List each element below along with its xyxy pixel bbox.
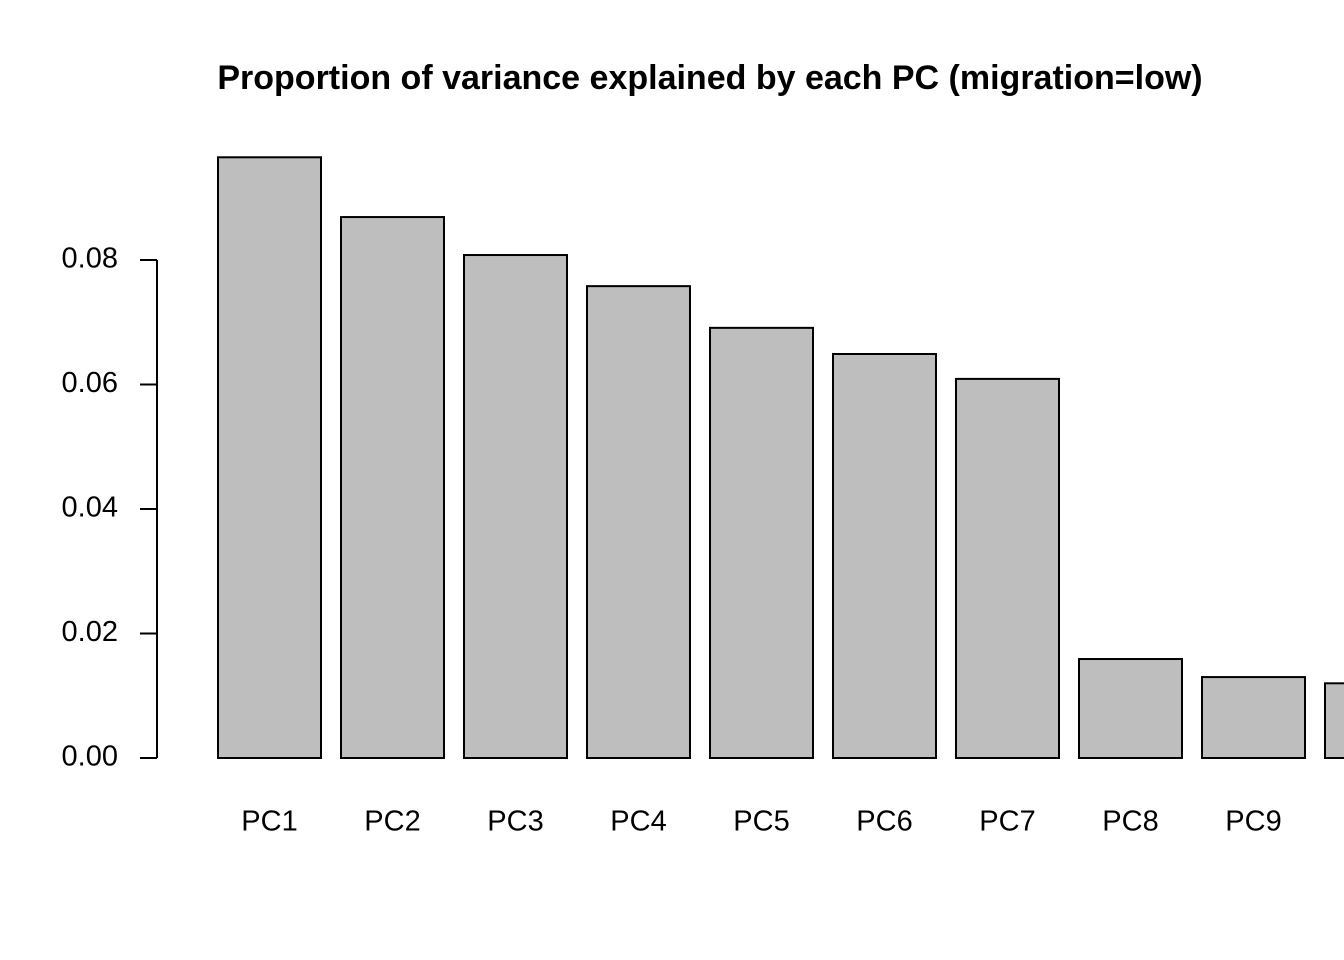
x-tick-label: PC5 xyxy=(733,806,789,838)
bar xyxy=(1077,658,1184,760)
bar xyxy=(1200,676,1307,760)
bar xyxy=(1323,682,1344,759)
bar xyxy=(462,254,569,760)
bar xyxy=(339,216,446,760)
bar xyxy=(954,377,1061,759)
y-tick-label: 0.04 xyxy=(62,492,118,524)
bar xyxy=(216,156,323,760)
x-tick-label: PC1 xyxy=(241,806,297,838)
x-tick-label: PC4 xyxy=(610,806,666,838)
x-tick-label: PC3 xyxy=(487,806,543,838)
x-tick-label: PC7 xyxy=(979,806,1035,838)
bar xyxy=(585,285,692,759)
y-tick-label: 0.06 xyxy=(62,367,118,399)
y-tick-label: 0.08 xyxy=(62,243,118,275)
y-tick-label: 0.00 xyxy=(62,741,118,773)
y-tick-label: 0.02 xyxy=(62,616,118,648)
x-tick-label: PC8 xyxy=(1102,806,1158,838)
bar xyxy=(708,326,815,759)
bar xyxy=(831,352,938,759)
x-tick-label: PC6 xyxy=(856,806,912,838)
x-tick-label: PC2 xyxy=(364,806,420,838)
chart-title: Proportion of variance explained by each… xyxy=(217,59,1202,97)
x-tick-label: PC9 xyxy=(1225,806,1281,838)
